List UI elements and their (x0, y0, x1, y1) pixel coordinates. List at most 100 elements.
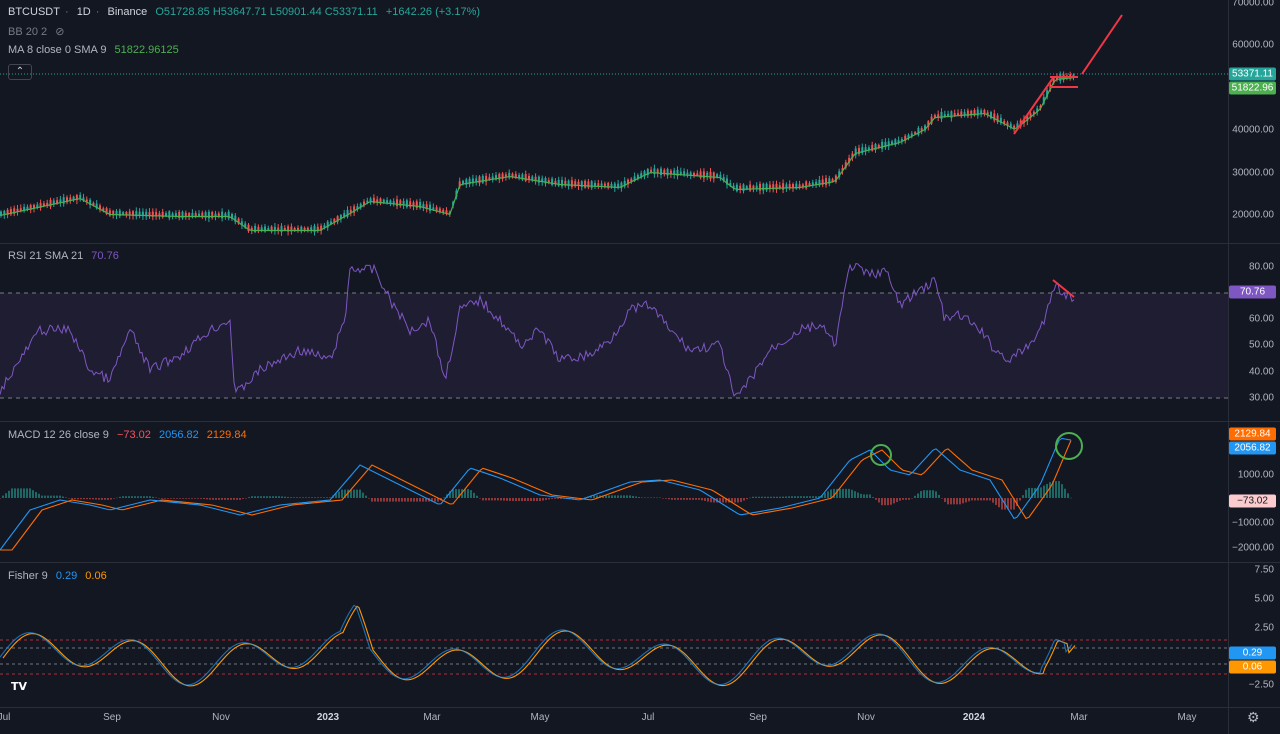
settings-gear-icon[interactable]: ⚙ (1247, 709, 1260, 725)
macd-histogram-bar (653, 497, 655, 499)
candle (693, 172, 695, 176)
macd-histogram-bar (989, 498, 991, 501)
fisher-tag-1: 0.29 (1229, 646, 1276, 660)
candle (343, 213, 346, 218)
macd-histogram-bar (362, 492, 364, 498)
macd-histogram-bar (65, 497, 67, 498)
collapse-indicators-button[interactable]: ⌃ (8, 64, 32, 80)
macd-histogram-bar (668, 498, 670, 500)
symbol-name[interactable]: BTCUSDT (8, 6, 60, 18)
macd-histogram-bar (608, 495, 610, 498)
candle (366, 200, 369, 203)
macd-histogram-bar (482, 498, 484, 501)
candle (930, 116, 933, 124)
candle (339, 215, 342, 220)
macd-histogram-bar (725, 498, 727, 503)
tradingview-logo[interactable]: TV (8, 680, 30, 694)
macd-histogram-bar (764, 496, 766, 498)
candle (405, 200, 408, 208)
rsi-legend[interactable]: RSI 21 SMA 21 70.76 (8, 250, 124, 262)
ma-legend[interactable]: MA 8 close 0 SMA 9 51822.96125 (8, 44, 184, 56)
candle (669, 170, 672, 175)
fisher-axis[interactable]: 7.50 5.00 2.50 −2.50 (1228, 563, 1280, 707)
macd-histogram-bar (323, 497, 325, 498)
candle (3, 210, 6, 216)
macd-tick: −1000.00 (1232, 517, 1274, 529)
macd-histogram-bar (491, 498, 493, 501)
macd-histogram-bar (353, 489, 355, 498)
macd-histogram-bar (767, 496, 769, 498)
candle (531, 176, 534, 181)
macd-histogram-bar (524, 498, 526, 502)
candle (801, 184, 804, 187)
candle (673, 170, 676, 175)
user-drawings (870, 14, 1123, 466)
macd-histogram-bar (416, 498, 418, 502)
macd-histogram-bar (857, 492, 859, 498)
macd-histogram-bar (974, 498, 976, 501)
candle (432, 207, 435, 210)
macd-legend[interactable]: MACD 12 26 close 9 −73.02 2056.82 2129.8… (8, 429, 252, 441)
macd-histogram-bar (746, 498, 748, 500)
time-axis[interactable]: Jul Sep Nov 2023 Mar May Jul Sep Nov 202… (0, 708, 1228, 734)
macd-histogram-bar (251, 496, 253, 498)
candle (108, 210, 111, 216)
macd-histogram-bar (350, 489, 352, 498)
candle (488, 177, 491, 180)
macd-histogram-bar (683, 498, 685, 500)
candle (442, 209, 445, 213)
candle (369, 198, 372, 202)
time-tick: Sep (749, 712, 767, 723)
candle (115, 211, 118, 216)
macd-axis[interactable]: 1000.00 −1000.00 −2000.00 (1228, 422, 1280, 562)
macd-histogram-bar (479, 498, 481, 499)
macd-histogram-bar (986, 498, 988, 501)
candle (1036, 108, 1039, 113)
macd-histogram-bar (500, 498, 502, 501)
candle (155, 212, 158, 217)
candle (141, 211, 144, 217)
candle (907, 134, 910, 139)
macd-histogram-bar (77, 498, 79, 500)
macd-histogram-bar (959, 498, 961, 505)
eye-hidden-icon[interactable]: ⊘ (55, 26, 65, 38)
candle (752, 185, 755, 190)
interval[interactable]: 1D (76, 6, 91, 18)
candle (633, 176, 636, 181)
macd-histogram-bar (953, 498, 955, 505)
candle (811, 182, 814, 186)
candle (706, 172, 709, 178)
candle (458, 181, 461, 187)
candle (864, 147, 867, 152)
candle (778, 185, 781, 188)
macd-histogram-bar (611, 495, 613, 498)
main-price-axis[interactable]: 70000.00 60000.00 40000.00 30000.00 2000… (1228, 0, 1280, 243)
macd-histogram-bar (917, 493, 919, 498)
macd-histogram-bar (443, 497, 445, 498)
macd-histogram-bar (641, 497, 643, 499)
pane-separator[interactable] (0, 243, 1280, 244)
candle (650, 169, 653, 173)
candle (623, 180, 626, 187)
macd-histogram-bar (713, 498, 715, 503)
candle (287, 226, 290, 232)
macd-histogram-bar (98, 498, 100, 500)
candle (768, 184, 771, 190)
macd-histogram-bar (755, 496, 757, 498)
bb-label: BB 20 2 (8, 26, 48, 38)
bb-legend[interactable]: BB 20 2 ⊘ (8, 25, 69, 38)
rsi-axis[interactable]: 80.00 60.00 50.00 40.00 30.00 (1228, 244, 1280, 421)
candle (69, 197, 72, 201)
candle (831, 179, 834, 182)
macd-histogram-bar (47, 495, 49, 498)
candle (399, 200, 402, 206)
macd-histogram-bar (242, 498, 244, 499)
candle (580, 181, 583, 187)
pane-separator[interactable] (0, 562, 1280, 563)
candle (224, 213, 227, 217)
candle (996, 115, 999, 123)
pane-separator[interactable] (0, 421, 1280, 422)
candle (960, 111, 963, 117)
fisher-legend[interactable]: Fisher 9 0.29 0.06 (8, 570, 112, 582)
